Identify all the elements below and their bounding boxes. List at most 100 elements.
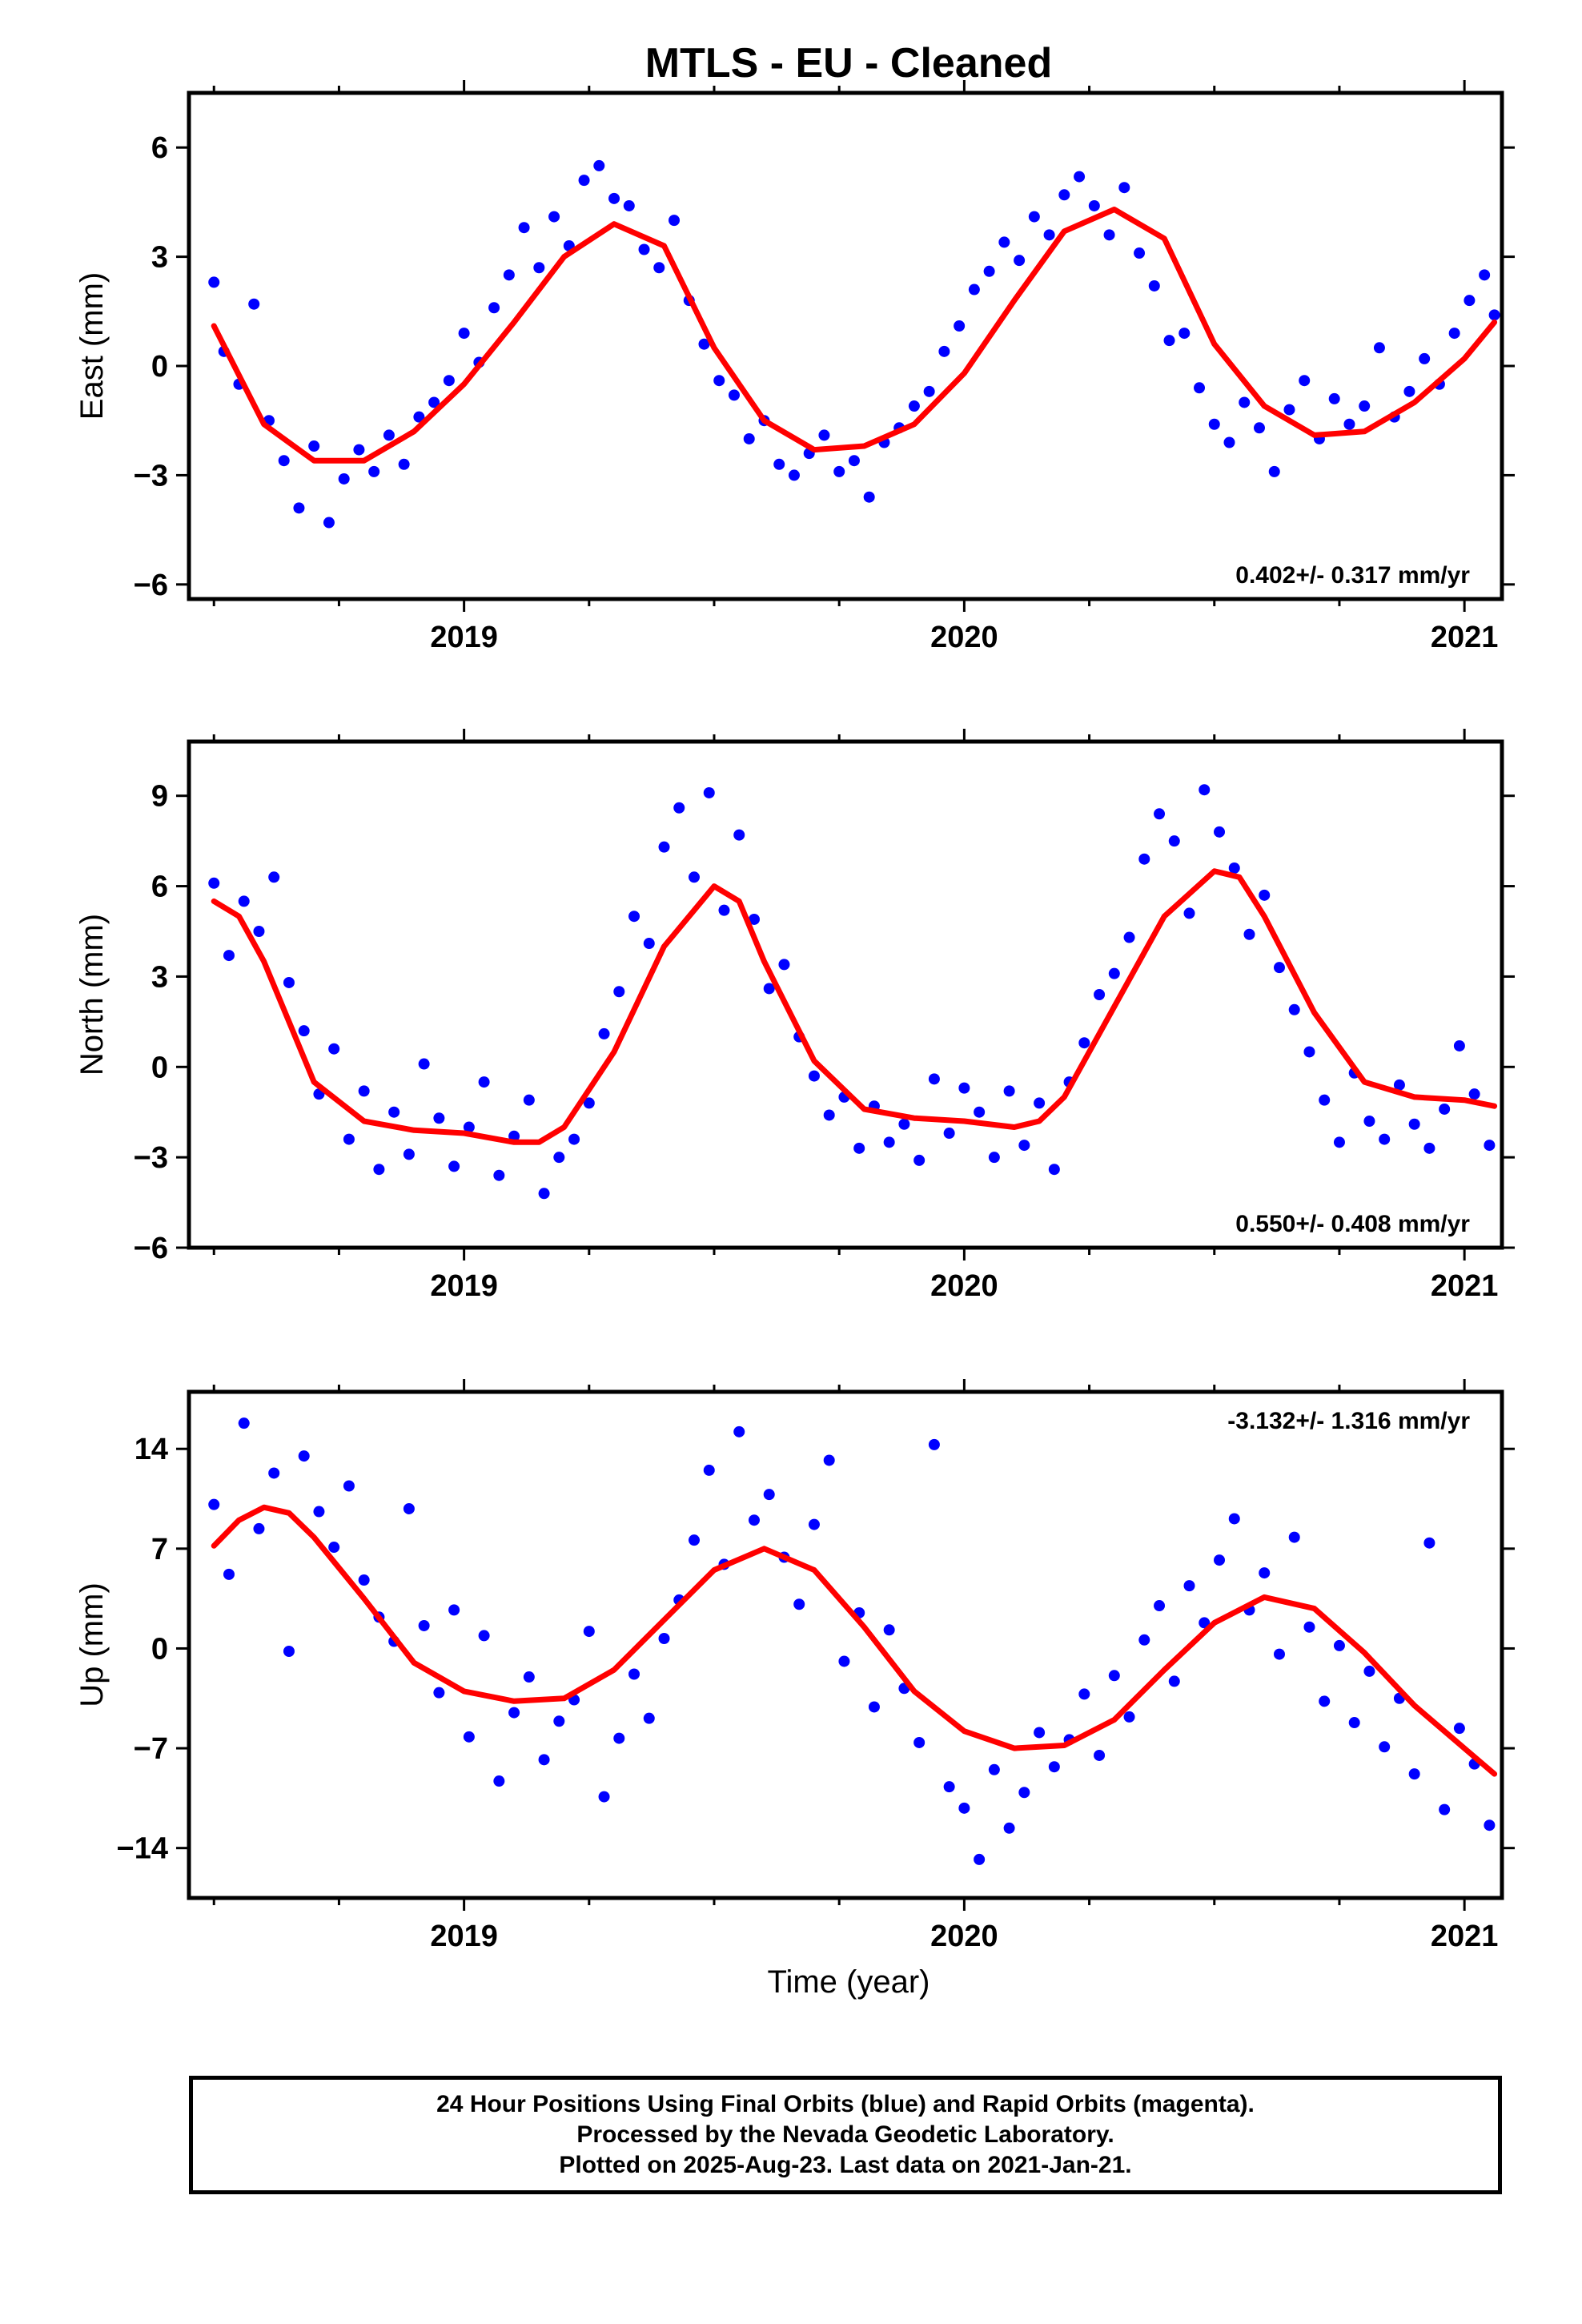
data-point xyxy=(938,345,950,357)
data-point xyxy=(1423,1537,1435,1549)
data-point xyxy=(748,913,760,925)
data-point xyxy=(623,199,635,211)
data-point xyxy=(1419,352,1431,364)
data-point xyxy=(1178,328,1191,340)
data-point xyxy=(1168,1675,1180,1687)
data-point xyxy=(908,400,920,412)
data-point xyxy=(433,1687,445,1699)
data-point xyxy=(818,429,830,441)
data-point xyxy=(208,1498,220,1510)
data-point xyxy=(1048,1164,1060,1176)
data-point xyxy=(763,983,775,995)
plot-frame xyxy=(187,739,1504,1250)
data-point xyxy=(788,469,800,481)
data-point xyxy=(458,328,470,340)
x-tick-label: 2019 xyxy=(430,1920,498,1953)
data-point xyxy=(1408,1118,1420,1130)
data-point xyxy=(943,1128,955,1140)
velocity-rate-label: -3.132+/- 1.316 mm/yr xyxy=(1227,1408,1470,1434)
data-point xyxy=(518,222,530,234)
data-point xyxy=(1154,1600,1166,1612)
data-point xyxy=(1223,436,1235,448)
data-point xyxy=(998,236,1010,248)
data-point xyxy=(1138,1634,1150,1646)
data-point xyxy=(313,1506,325,1518)
data-point xyxy=(1028,211,1040,223)
data-point xyxy=(703,1464,715,1476)
data-point xyxy=(1408,1768,1420,1780)
data-point xyxy=(1154,808,1166,820)
data-point xyxy=(1373,342,1385,354)
plot-frame xyxy=(187,1389,1504,1900)
data-point xyxy=(968,283,980,296)
data-point xyxy=(763,1489,775,1501)
data-point xyxy=(928,1073,940,1085)
y-tick-label: 3 xyxy=(151,960,168,994)
data-point xyxy=(1003,1085,1015,1097)
data-point xyxy=(1259,1567,1271,1579)
data-point xyxy=(298,1025,310,1037)
data-point xyxy=(1403,385,1415,397)
y-tick-label: −7 xyxy=(134,1732,168,1766)
data-point xyxy=(1048,1761,1060,1773)
data-point xyxy=(988,1763,1000,1775)
data-point xyxy=(1108,1670,1120,1682)
data-point xyxy=(1118,182,1130,194)
data-point xyxy=(638,243,650,255)
velocity-rate-label: 0.402+/- 0.317 mm/yr xyxy=(1235,562,1470,589)
data-point xyxy=(673,802,685,814)
data-point xyxy=(308,440,320,452)
data-point xyxy=(1303,1046,1315,1058)
data-point xyxy=(1003,1822,1015,1834)
data-point xyxy=(1348,1717,1360,1729)
data-point xyxy=(1453,1723,1465,1735)
data-point xyxy=(913,1154,926,1166)
data-point xyxy=(718,904,730,916)
data-point xyxy=(988,1152,1000,1164)
data-point xyxy=(1479,269,1491,281)
data-point xyxy=(913,1736,926,1748)
data-point xyxy=(1288,1531,1300,1543)
data-point xyxy=(1018,1140,1030,1152)
data-point xyxy=(478,1630,490,1642)
data-point xyxy=(1123,1711,1135,1723)
data-point xyxy=(503,269,515,281)
data-point xyxy=(689,1534,701,1546)
data-point xyxy=(578,175,590,187)
data-point xyxy=(328,1542,340,1554)
data-point xyxy=(883,1136,895,1148)
data-point xyxy=(328,1043,340,1055)
data-point xyxy=(1199,1617,1211,1629)
data-point xyxy=(1453,1039,1465,1051)
data-point xyxy=(1058,189,1070,201)
data-point xyxy=(628,1668,640,1680)
data-point xyxy=(1074,171,1086,183)
data-point xyxy=(1148,279,1160,292)
data-point xyxy=(533,262,545,274)
data-point xyxy=(653,262,665,274)
data-point xyxy=(373,1164,385,1176)
y-tick-label: −6 xyxy=(134,569,168,602)
data-point xyxy=(1273,1648,1285,1660)
data-point xyxy=(268,1467,280,1479)
y-tick-label: 0 xyxy=(151,350,168,384)
data-point xyxy=(1043,229,1055,241)
data-point xyxy=(338,472,350,485)
data-point xyxy=(1253,422,1265,434)
data-point xyxy=(883,1624,895,1636)
data-point xyxy=(1183,907,1195,919)
data-point xyxy=(1439,1103,1451,1115)
data-point xyxy=(733,829,745,841)
data-point xyxy=(1333,1136,1345,1148)
data-point xyxy=(358,1574,370,1586)
data-point xyxy=(743,432,755,444)
data-point xyxy=(1034,1727,1046,1739)
data-point xyxy=(1123,931,1135,943)
data-point xyxy=(1228,862,1240,874)
x-tick-label: 2021 xyxy=(1431,1269,1499,1303)
data-point xyxy=(1094,1749,1106,1761)
y-tick-label: 6 xyxy=(151,870,168,904)
data-point xyxy=(808,1070,820,1082)
data-point xyxy=(1379,1741,1391,1753)
data-point xyxy=(598,1027,610,1039)
